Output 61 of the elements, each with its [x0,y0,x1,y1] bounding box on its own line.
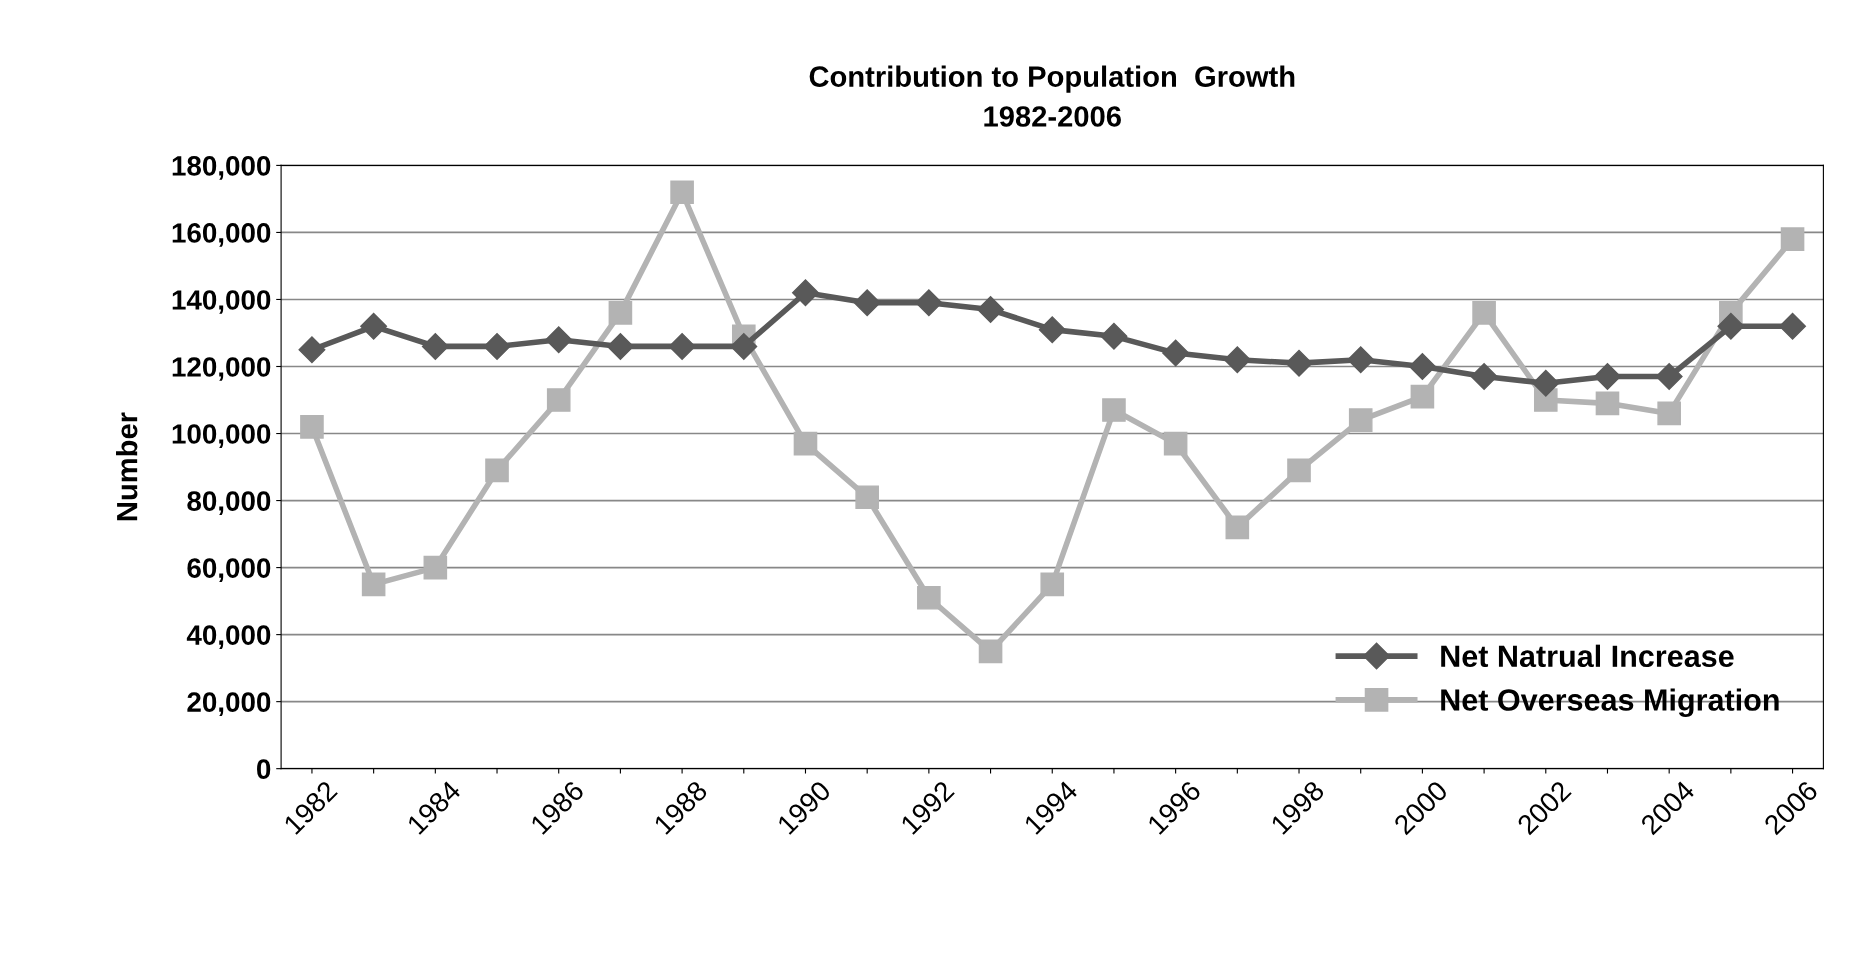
point [606,332,634,360]
y-tick-label: 160,000 [172,223,271,247]
point [1655,363,1683,391]
point [1532,369,1560,397]
point [608,301,633,325]
point [361,572,386,597]
point [1225,515,1250,540]
point [1410,384,1435,409]
y-tick-label: 120,000 [172,357,271,381]
point [421,332,449,360]
point [1780,227,1805,251]
legend-label: Net Overseas Migration [1441,688,1779,718]
point [670,180,694,205]
point [298,336,326,364]
y-tick-label: 100,000 [172,424,271,448]
point [977,296,1005,323]
point [1348,408,1373,432]
y-tick-label: 180,000 [172,156,271,180]
point [853,289,881,317]
y-tick-label: 60,000 [187,558,271,582]
point [1040,572,1065,597]
point [1102,398,1126,422]
point [917,585,941,610]
point [545,326,573,354]
point [792,279,819,307]
point [793,431,818,456]
legend-label: Net Natrual Increase [1441,644,1734,668]
point [915,289,943,317]
point [1472,301,1496,325]
y-tick-label: 20,000 [187,692,271,717]
point [1223,346,1251,374]
point [423,555,448,580]
point [1408,353,1436,380]
chart-title: Contribution to Population Growth 1982-2006 [809,65,1295,127]
point [1287,458,1311,483]
point [1285,349,1313,377]
point [1163,431,1188,456]
point [1470,363,1498,391]
y-tick-label: 40,000 [186,625,271,649]
y-tick-label: 140,000 [172,290,271,314]
point [1162,339,1190,367]
point [730,332,758,360]
point [978,639,1003,664]
point [1100,322,1128,350]
point [1595,391,1620,416]
y-axis-title: Number [116,412,138,521]
point [1347,346,1375,374]
point [1657,401,1681,426]
point [1038,316,1066,344]
point [1779,312,1807,340]
point [1594,363,1621,391]
point [855,485,879,510]
point [483,332,511,360]
point [1717,312,1745,340]
y-tick-label: 0 [257,759,271,780]
point [300,415,324,439]
point [546,388,571,412]
point [485,458,509,483]
point [360,312,388,340]
point [668,332,696,360]
y-tick-label: 80,000 [187,491,271,515]
